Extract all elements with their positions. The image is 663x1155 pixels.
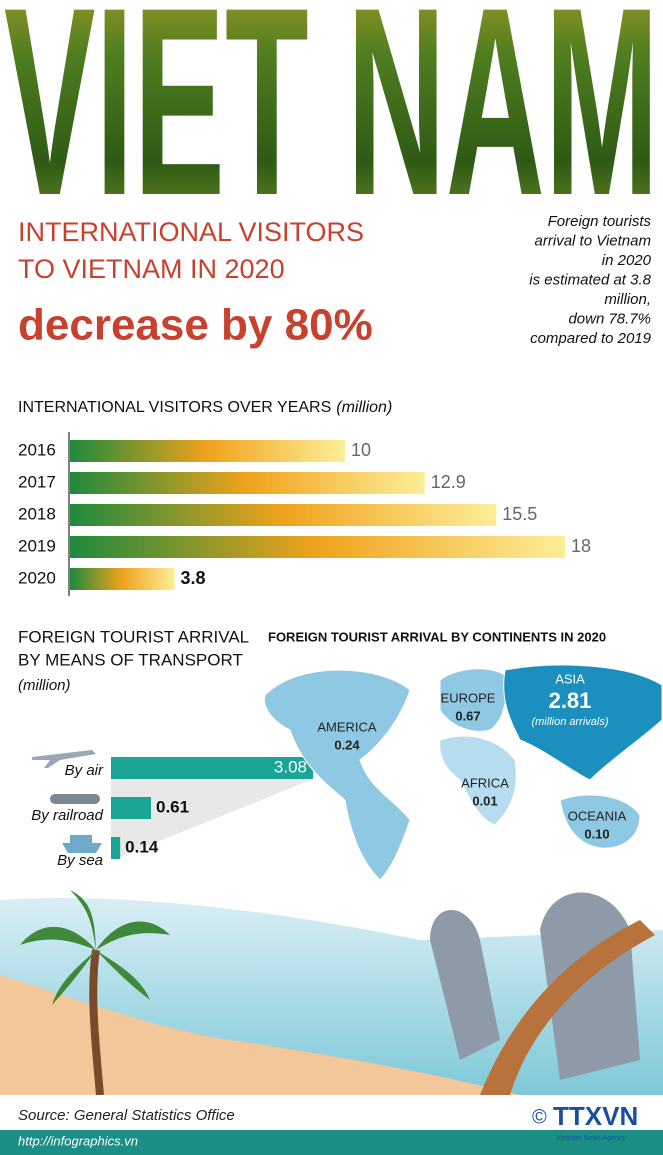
value-label: 3.08 xyxy=(274,757,307,776)
golden-bridge xyxy=(480,920,655,1095)
continent-label: OCEANIA xyxy=(568,808,627,823)
value-label: 10 xyxy=(351,440,371,460)
headline: INTERNATIONAL VISITORS xyxy=(18,217,364,247)
value-label: 0.67 xyxy=(455,708,480,723)
chart-unit: (million) xyxy=(18,677,71,694)
unit-label: (million arrivals) xyxy=(531,716,608,728)
value-label: 0.61 xyxy=(156,797,189,816)
category-label: By sea xyxy=(57,852,103,869)
headline-big: decrease by 80% xyxy=(18,301,373,350)
continent xyxy=(559,794,641,849)
sand xyxy=(0,975,520,1095)
category-label: 2016 xyxy=(18,440,56,459)
category-label: 2017 xyxy=(18,472,56,491)
source: Source: General Statistics Office xyxy=(18,1107,235,1124)
chart-title: FOREIGN TOURIST ARRIVAL xyxy=(18,627,249,646)
bar xyxy=(111,757,313,779)
logo: TTXVN xyxy=(553,1101,638,1131)
value-label: 0.10 xyxy=(584,826,609,841)
note-line: down 78.7% xyxy=(568,310,651,327)
category-label: 2019 xyxy=(18,536,56,555)
footer-stripe xyxy=(0,1130,663,1155)
category-label: By air xyxy=(65,762,104,779)
icon-ship xyxy=(62,835,102,853)
agency: Vietnam News Agency xyxy=(556,1135,626,1142)
note-line: in 2020 xyxy=(602,252,652,269)
chart-title: INTERNATIONAL VISITORS OVER YEARS xyxy=(18,399,331,416)
category-label: 2018 xyxy=(18,504,56,523)
note: Foreign tourists arrival to Vietnam in 202… xyxy=(529,213,651,347)
bar xyxy=(70,504,497,526)
value-label: 18 xyxy=(571,536,591,556)
note-line: compared to 2019 xyxy=(530,330,652,347)
continent-label: AFRICA xyxy=(461,775,509,790)
continent xyxy=(263,669,411,881)
hand-rock xyxy=(430,910,500,1060)
beach-illustration xyxy=(0,890,663,1096)
value-label: 3.8 xyxy=(181,568,206,588)
note-line: million, xyxy=(604,291,651,308)
value-label: 0.01 xyxy=(472,793,497,808)
note-line: Foreign tourists xyxy=(548,213,652,230)
continent-label: ASIA xyxy=(555,671,585,686)
url: http://infographics.vn xyxy=(18,1133,138,1148)
note-line: arrival to Vietnam xyxy=(535,232,651,249)
value-label: 0.14 xyxy=(125,837,159,856)
continent xyxy=(503,664,663,781)
note-line: is estimated at 3.8 xyxy=(529,271,651,288)
banner-title: VIET NAM xyxy=(4,0,659,251)
chart-title: BY MEANS OF TRANSPORT xyxy=(18,650,243,669)
chart-title: FOREIGN TOURIST ARRIVAL BY CONTINENTS IN… xyxy=(268,629,606,644)
bar xyxy=(111,837,121,859)
palm-trunk xyxy=(89,949,104,1096)
palm-leaves xyxy=(20,890,170,1005)
icon-train xyxy=(50,794,100,804)
continent xyxy=(439,735,517,826)
category-label: 2020 xyxy=(18,568,56,587)
bar-shadow xyxy=(111,779,313,857)
value-label: 0.24 xyxy=(334,737,360,752)
headline: TO VIETNAM IN 2020 xyxy=(18,254,285,284)
category-label: By railroad xyxy=(31,807,103,824)
bar xyxy=(70,440,345,462)
value-label: 15.5 xyxy=(502,504,537,524)
bar xyxy=(70,472,425,494)
continent xyxy=(439,668,511,732)
bar xyxy=(70,536,565,558)
icon-plane xyxy=(32,750,96,768)
continent-label: AMERICA xyxy=(317,719,377,734)
continent-label: EUROPE xyxy=(441,690,496,705)
chart-unit: (million) xyxy=(336,399,392,416)
value-label: 12.9 xyxy=(431,472,466,492)
value-label: 2.81 xyxy=(549,688,592,713)
bar xyxy=(111,797,152,819)
bar xyxy=(70,568,175,590)
copyright: © xyxy=(532,1106,547,1128)
chart-title: INTERNATIONAL VISITORS OVER YEARS (millio… xyxy=(18,399,392,416)
